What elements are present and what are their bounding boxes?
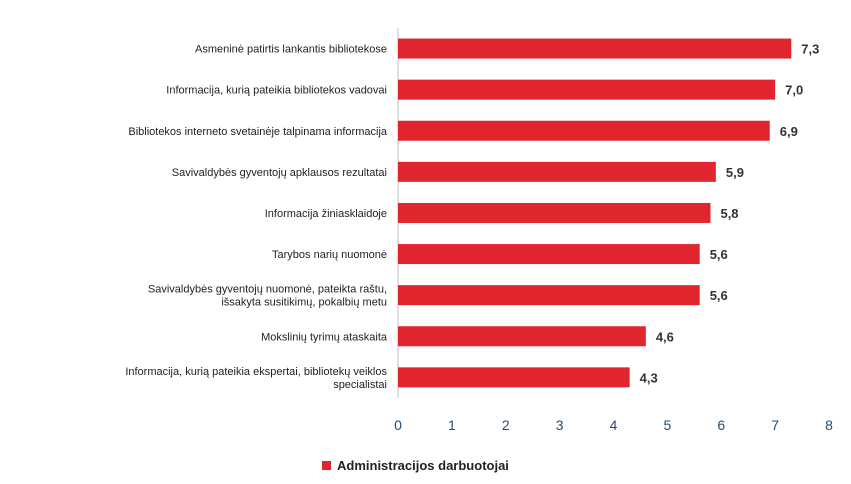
bar-9: [398, 367, 630, 388]
x-tick-label-0: 0: [394, 417, 402, 433]
bar-6: [398, 244, 700, 265]
x-tick-label-6: 6: [717, 417, 725, 433]
value-label-6: 5,6: [710, 247, 728, 262]
x-tick-label-1: 1: [448, 417, 456, 433]
bar-5: [398, 202, 711, 223]
category-label-7: Savivaldybės gyventojų nuomonė, pateikta…: [148, 284, 387, 309]
value-label-5: 5,8: [720, 206, 738, 221]
category-label-5: Informacija žiniasklaidoje: [265, 208, 387, 220]
bar-4: [398, 161, 716, 182]
x-tick-label-5: 5: [663, 417, 671, 433]
bar-8: [398, 326, 646, 347]
value-label-3: 6,9: [780, 124, 798, 139]
bar-1: [398, 38, 792, 59]
x-tick-label-3: 3: [556, 417, 564, 433]
x-tick-label-7: 7: [771, 417, 779, 433]
category-label-1: Asmeninė patirtis lankantis bibliotekose: [195, 44, 387, 56]
category-label-9: Informacija, kurią pateikia ekspertai, b…: [125, 366, 387, 391]
legend-label: Administracijos darbuotojai: [337, 458, 509, 473]
value-label-2: 7,0: [785, 83, 803, 98]
legend: Administracijos darbuotojai: [322, 458, 509, 473]
category-label-3: Bibliotekos interneto svetainėje talpina…: [128, 126, 388, 138]
x-tick-label-8: 8: [825, 417, 833, 433]
value-label-7: 5,6: [710, 288, 728, 303]
category-label-8: Mokslinių tyrimų ataskaita: [261, 331, 388, 343]
legend-swatch: [322, 461, 331, 470]
category-label-4: Savivaldybės gyventojų apklausos rezulta…: [172, 167, 387, 179]
value-label-8: 4,6: [656, 329, 674, 344]
bar-2: [398, 79, 776, 100]
bar-7: [398, 285, 700, 306]
x-tick-label-2: 2: [502, 417, 510, 433]
value-label-9: 4,3: [640, 370, 658, 385]
bar-3: [398, 120, 770, 141]
x-tick-label-4: 4: [610, 417, 618, 433]
category-label-6: Tarybos narių nuomonė: [272, 249, 387, 261]
value-label-1: 7,3: [801, 42, 819, 57]
value-label-4: 5,9: [726, 165, 744, 180]
category-label-2: Informacija, kurią pateikia bibliotekos …: [166, 85, 387, 97]
bar-chart: 7,3 Asmeninė patirtis lankantis bibliotek…: [125, 28, 833, 433]
